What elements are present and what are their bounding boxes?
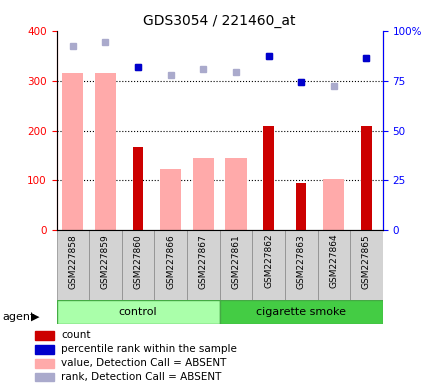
Title: GDS3054 / 221460_at: GDS3054 / 221460_at <box>143 14 295 28</box>
Bar <box>160 169 181 230</box>
Bar <box>360 126 371 230</box>
Bar <box>284 230 317 300</box>
Text: rank, Detection Call = ABSENT: rank, Detection Call = ABSENT <box>61 372 221 382</box>
Text: GSM227867: GSM227867 <box>198 234 207 289</box>
Text: GSM227859: GSM227859 <box>101 234 110 289</box>
Bar <box>56 230 89 300</box>
Text: GSM227858: GSM227858 <box>68 234 77 289</box>
Text: percentile rank within the sample: percentile rank within the sample <box>61 344 236 354</box>
Text: GSM227865: GSM227865 <box>361 234 370 289</box>
Text: GSM227863: GSM227863 <box>296 234 305 289</box>
Bar <box>133 147 143 230</box>
Bar <box>89 230 122 300</box>
Bar <box>317 230 349 300</box>
Text: count: count <box>61 330 90 340</box>
Bar <box>122 230 154 300</box>
Text: GSM227866: GSM227866 <box>166 234 175 289</box>
Bar <box>225 158 246 230</box>
Text: agent: agent <box>2 312 34 322</box>
Bar <box>322 179 344 230</box>
Bar <box>35 359 54 367</box>
Text: ▶: ▶ <box>30 312 39 322</box>
Bar <box>252 230 284 300</box>
Bar <box>35 331 54 340</box>
Bar <box>35 372 54 381</box>
Text: control: control <box>118 307 157 317</box>
Bar <box>349 230 382 300</box>
Bar <box>154 230 187 300</box>
Bar <box>219 300 382 324</box>
Bar <box>56 300 219 324</box>
Bar <box>295 183 306 230</box>
Bar <box>35 345 54 354</box>
Text: value, Detection Call = ABSENT: value, Detection Call = ABSENT <box>61 358 226 368</box>
Bar <box>219 230 252 300</box>
Bar <box>263 126 273 230</box>
Bar <box>62 73 83 230</box>
Text: GSM227860: GSM227860 <box>133 234 142 289</box>
Bar <box>187 230 219 300</box>
Text: GSM227864: GSM227864 <box>329 234 338 288</box>
Text: GSM227862: GSM227862 <box>263 234 273 288</box>
Bar <box>95 73 116 230</box>
Text: GSM227861: GSM227861 <box>231 234 240 289</box>
Bar <box>192 158 214 230</box>
Text: cigarette smoke: cigarette smoke <box>256 307 345 317</box>
